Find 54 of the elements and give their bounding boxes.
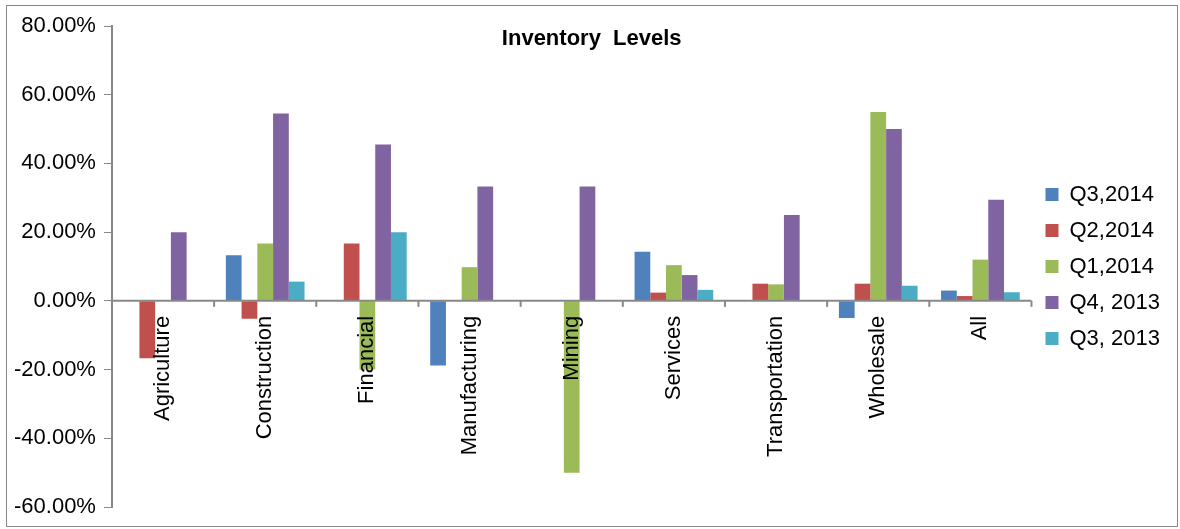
bar (461, 267, 478, 301)
bar (752, 283, 769, 301)
y-tick-label: 40.00% (21, 149, 96, 175)
x-tick-label: Services (659, 315, 685, 401)
y-tick-label: -20.00% (13, 355, 96, 381)
legend-label: Q3, 2013 (1069, 324, 1160, 350)
bar (783, 214, 800, 301)
y-tick-label: -40.00% (13, 424, 96, 450)
bar (430, 301, 446, 366)
x-tick-label: Financial (353, 315, 379, 404)
x-tick-label: Mining (557, 315, 583, 381)
bar (666, 265, 682, 301)
bar (170, 232, 187, 301)
bar (838, 301, 855, 319)
x-tick-label: Construction (251, 315, 277, 440)
x-tick-label: Agriculture (149, 315, 175, 422)
y-tick-label: -60.00% (13, 493, 96, 519)
bar (273, 113, 289, 301)
bar (972, 259, 989, 301)
bar (634, 251, 651, 301)
bar (390, 232, 407, 301)
x-tick-label: Wholesale (864, 315, 890, 419)
y-tick-label: 80.00% (21, 12, 96, 38)
bar (768, 284, 784, 301)
bar (288, 281, 305, 301)
bar (1004, 292, 1020, 301)
bar (241, 301, 258, 319)
x-tick-label: All (966, 315, 992, 341)
bar (257, 243, 274, 301)
legend-label: Q2,2014 (1069, 216, 1154, 242)
bar (477, 186, 494, 301)
bar (870, 111, 887, 301)
bar (901, 285, 918, 301)
bar (854, 283, 871, 301)
chart-title: Inventory Levels (501, 25, 682, 51)
legend-label: Q3,2014 (1069, 180, 1154, 206)
bar (988, 199, 1004, 301)
bar (956, 296, 973, 301)
bar (343, 243, 360, 301)
bar (650, 292, 667, 301)
bar (375, 144, 391, 301)
y-tick-label: 60.00% (21, 80, 96, 106)
x-tick-label: Transportation (762, 315, 788, 457)
y-tick-label: 20.00% (21, 218, 96, 244)
bar (579, 186, 596, 301)
bar (681, 275, 698, 301)
bar (225, 255, 242, 301)
bar (886, 129, 902, 301)
bar (697, 289, 714, 301)
x-tick-label: Manufacturing (455, 315, 481, 456)
bar (941, 290, 957, 301)
legend-label: Q4, 2013 (1069, 288, 1160, 314)
y-tick-label: 0.00% (33, 286, 96, 312)
legend-label: Q1,2014 (1069, 252, 1154, 278)
